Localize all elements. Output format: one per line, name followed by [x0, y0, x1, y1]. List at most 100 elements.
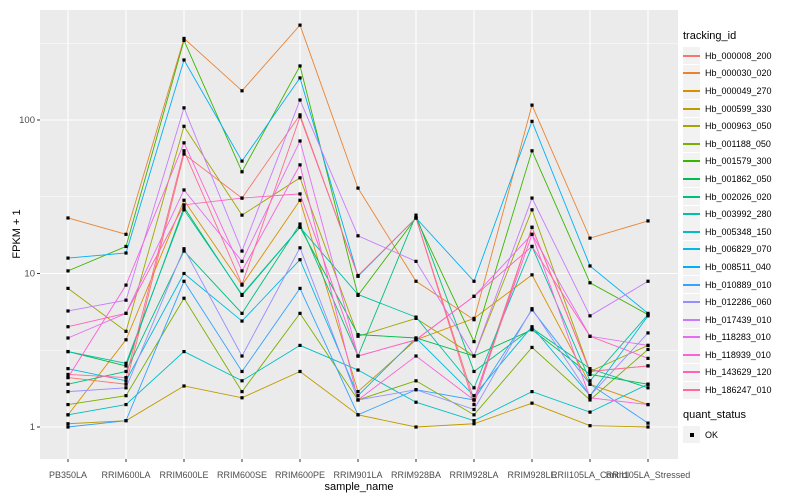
data-point: [414, 338, 418, 342]
data-point: [66, 425, 70, 429]
data-point: [298, 139, 302, 143]
data-point: [66, 382, 70, 386]
data-point: [298, 113, 302, 117]
data-point: [588, 314, 592, 318]
data-point: [124, 369, 128, 374]
data-point: [240, 379, 244, 383]
data-point: [356, 354, 360, 358]
line-swatch-color: [683, 371, 700, 374]
x-tick-label: PB350LA: [49, 470, 87, 480]
data-point: [356, 398, 360, 402]
data-point: [240, 196, 244, 200]
data-point: [182, 208, 186, 212]
data-point: [530, 345, 534, 350]
data-point: [588, 396, 592, 400]
data-point: [298, 369, 302, 374]
data-point: [356, 368, 360, 372]
data-point: [298, 258, 302, 262]
data-point: [646, 331, 650, 335]
x-tick-label: RRIM928BA: [391, 470, 441, 480]
x-tick-label: RRIM901LA: [333, 470, 382, 480]
legend-item: Hb_143629_120: [683, 363, 800, 382]
data-point: [356, 234, 360, 238]
data-point: [588, 410, 592, 414]
data-point: [298, 198, 302, 202]
line-swatch-color: [683, 142, 700, 145]
data-point: [414, 388, 418, 392]
data-point: [588, 369, 592, 374]
line-swatch: [683, 311, 700, 329]
data-point: [356, 273, 360, 278]
data-point: [240, 269, 244, 273]
data-point: [414, 354, 418, 358]
line-swatch-color: [683, 336, 700, 339]
data-point: [182, 271, 186, 276]
line-swatch-color: [683, 213, 700, 216]
black-square-icon: [689, 432, 694, 437]
data-point: [356, 334, 360, 338]
data-point: [298, 23, 302, 27]
legend-item-label: Hb_002026_020: [705, 191, 772, 202]
data-point: [124, 379, 128, 383]
data-point: [530, 149, 534, 153]
data-point: [298, 98, 302, 102]
data-point: [182, 36, 186, 41]
line-swatch: [683, 188, 700, 206]
data-point: [472, 422, 476, 426]
legend-item-label: Hb_010889_010: [705, 279, 772, 290]
data-point: [66, 372, 70, 377]
legend-item-label: Hb_118939_010: [705, 349, 771, 360]
data-point: [646, 425, 650, 429]
data-point: [472, 316, 476, 320]
data-point: [530, 401, 534, 405]
data-point: [124, 244, 128, 249]
legend-item-label: Hb_118283_010: [705, 332, 771, 343]
data-point: [298, 246, 302, 250]
data-point: [66, 390, 70, 394]
data-point: [530, 325, 534, 329]
line-swatch-color: [683, 283, 700, 286]
data-point: [240, 282, 244, 286]
data-point: [414, 315, 418, 319]
x-tick-label: RRIM600SE: [217, 470, 267, 480]
data-point: [240, 311, 244, 315]
data-point: [182, 38, 186, 43]
legend-item-label: Hb_017439_010: [705, 314, 772, 325]
data-point: [182, 124, 186, 128]
data-point: [240, 170, 244, 174]
line-swatch: [683, 276, 700, 294]
data-point: [124, 283, 128, 287]
data-point: [124, 338, 128, 342]
line-swatch-color: [683, 160, 700, 163]
legend-item: Hb_006829_070: [683, 240, 800, 259]
legend-item-label: Hb_000049_270: [705, 85, 772, 96]
line-swatch: [683, 64, 700, 82]
data-point: [182, 349, 186, 354]
legend-item-label: Hb_143629_120: [705, 367, 772, 378]
data-point: [588, 264, 592, 268]
data-point: [240, 89, 244, 93]
y-tick-label: 100: [19, 115, 35, 126]
line-swatch: [683, 47, 700, 65]
legend-item: Hb_001579_300: [683, 152, 800, 171]
legend-item-label: Hb_000008_200: [705, 50, 772, 61]
x-tick-label: RRIM600PE: [275, 470, 325, 480]
legend-title-tracking-id: tracking_id: [683, 30, 737, 42]
data-point: [298, 176, 302, 180]
data-point: [646, 356, 650, 360]
data-point: [646, 343, 650, 348]
data-point: [356, 186, 360, 190]
data-point: [356, 390, 360, 394]
line-swatch-color: [683, 353, 700, 356]
point-swatch: [683, 426, 700, 444]
data-point: [298, 64, 302, 68]
legend-item-label: Hb_001579_300: [705, 156, 772, 167]
data-point: [414, 400, 418, 404]
legend-item-quant-ok: OK: [683, 426, 800, 444]
x-tick-label: RRIM928LE: [507, 470, 556, 480]
data-point: [182, 141, 186, 145]
line-swatch-color: [683, 389, 700, 392]
legend-entries: Hb_000008_200 Hb_000030_020 Hb_000049_270 H…: [683, 47, 800, 399]
data-point: [530, 103, 534, 107]
